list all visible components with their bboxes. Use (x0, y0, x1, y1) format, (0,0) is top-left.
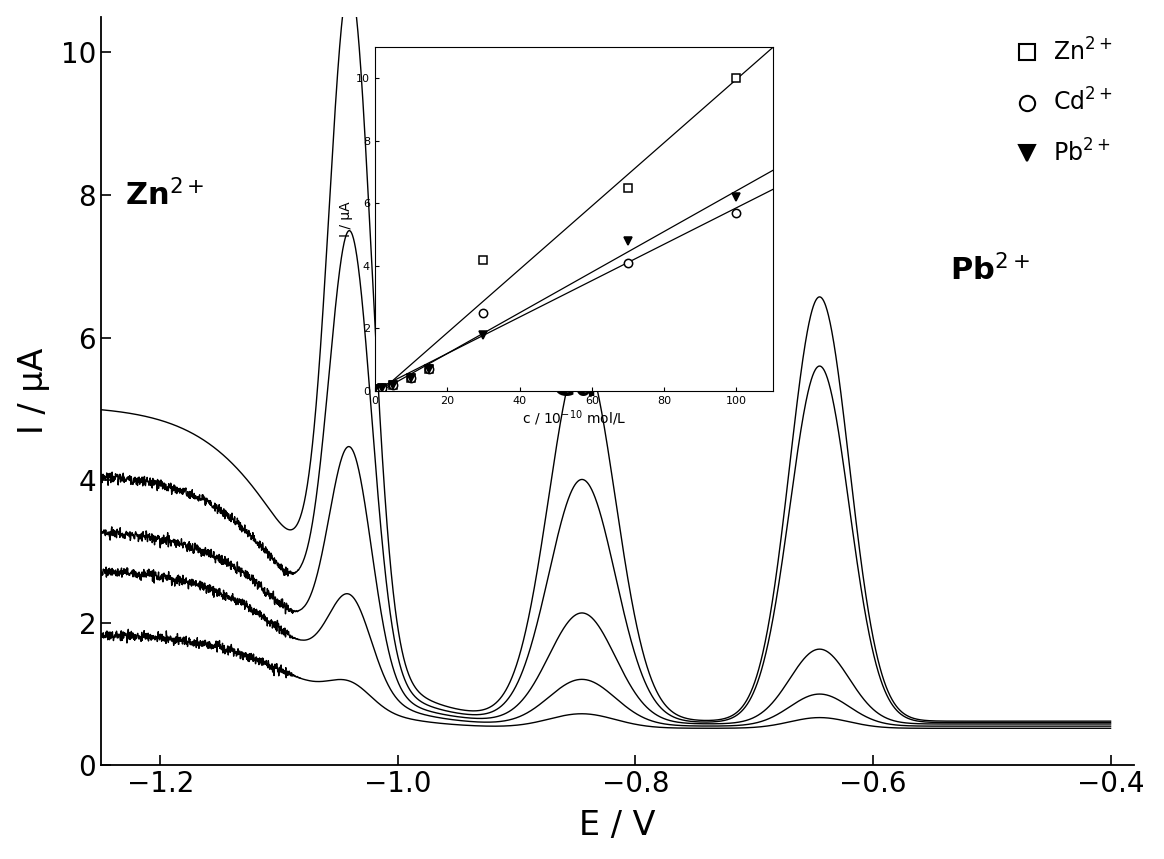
Text: Cd$^{2+}$: Cd$^{2+}$ (553, 371, 632, 404)
Legend: Zn$^{2+}$, Cd$^{2+}$, Pb$^{2+}$: Zn$^{2+}$, Cd$^{2+}$, Pb$^{2+}$ (1006, 28, 1122, 176)
Text: Zn$^{2+}$: Zn$^{2+}$ (125, 179, 204, 211)
X-axis label: E / V: E / V (580, 809, 656, 843)
Text: Pb$^{2+}$: Pb$^{2+}$ (950, 253, 1030, 286)
Y-axis label: I / μA: I / μA (16, 348, 50, 434)
